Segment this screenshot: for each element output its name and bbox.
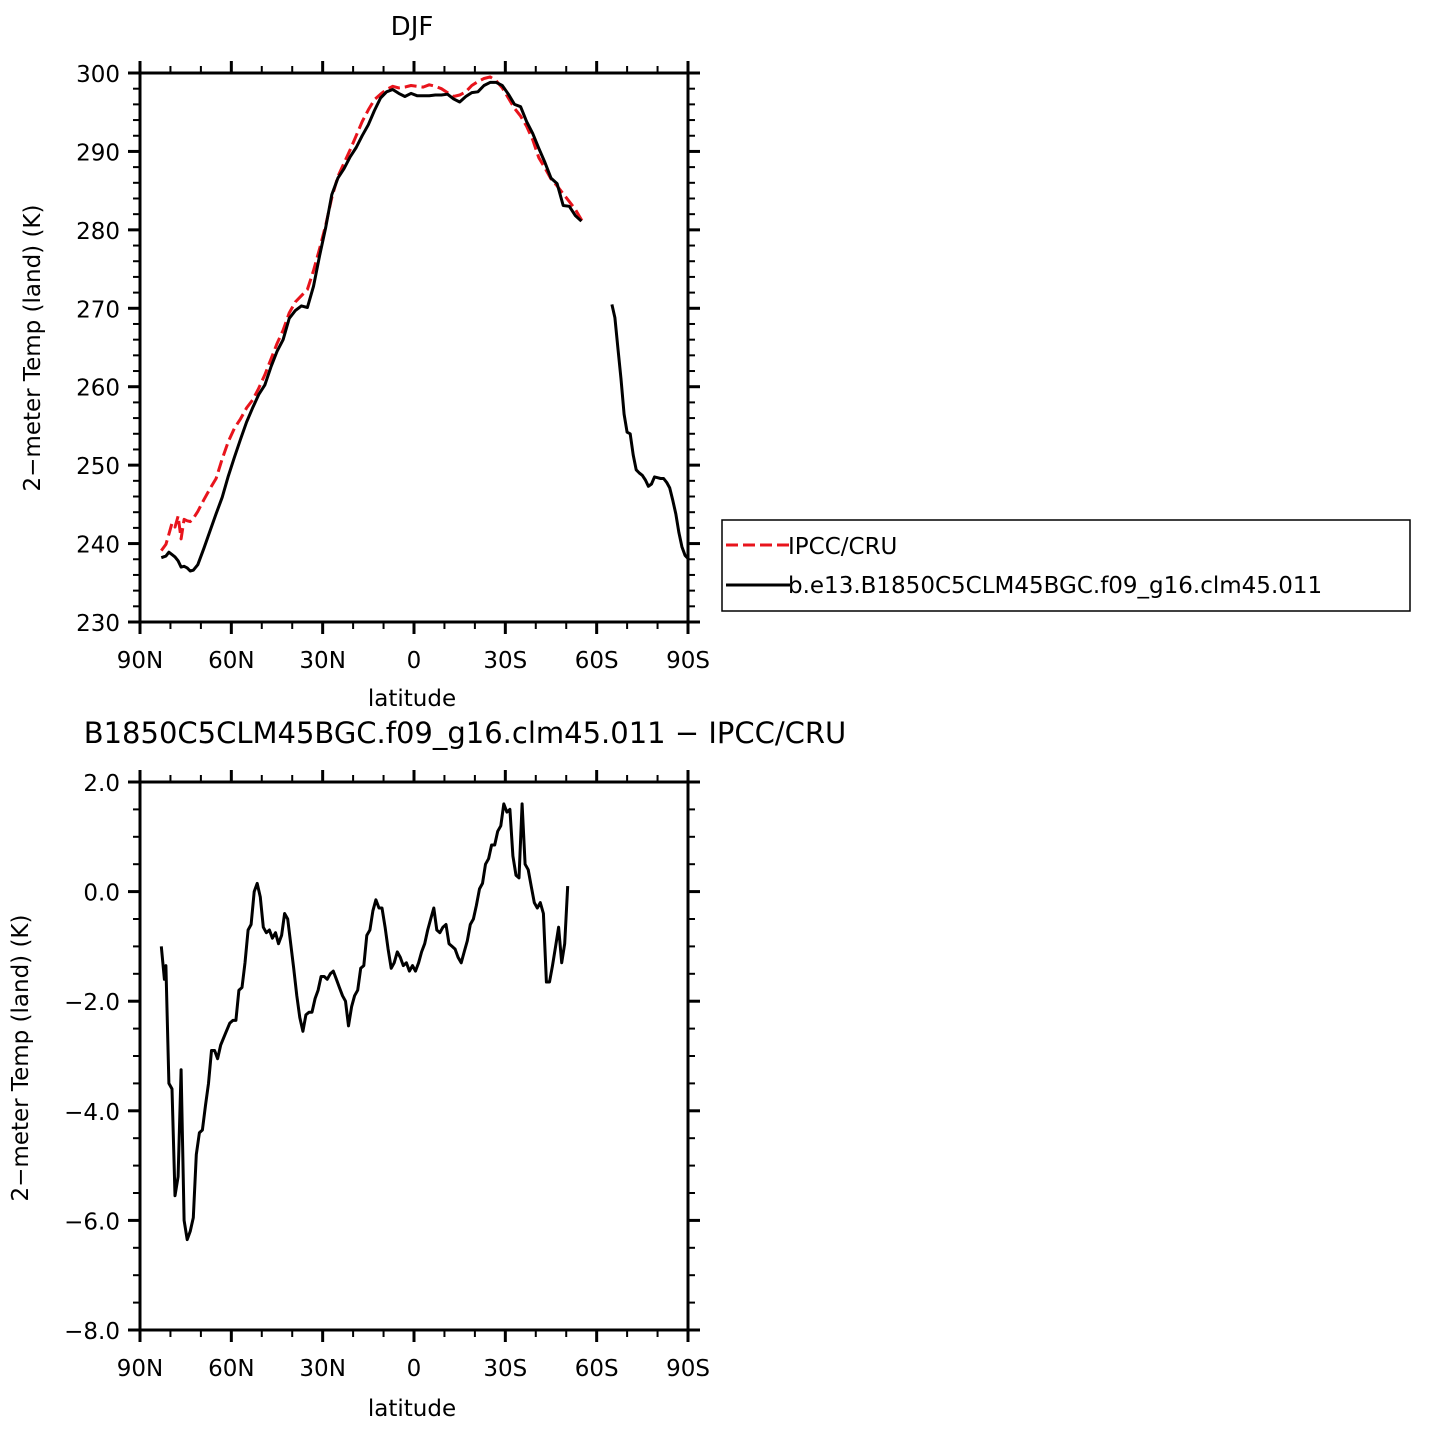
bottom-y-tick-label: −6.0 xyxy=(64,1209,120,1235)
top-x-tick-label: 30S xyxy=(483,648,527,674)
bottom-axis-ticks: 90N 60N 30N 0 30S 60S 90S −8.0 −6.0 −4.0 −2.0 0.0 2.… xyxy=(64,770,710,1382)
top-series-0-line-segment-0 xyxy=(160,75,586,552)
top-panel-title: DJF xyxy=(391,12,434,42)
top-series-lines xyxy=(160,75,690,573)
bottom-x-tick-label: 90S xyxy=(666,1356,710,1382)
bottom-y-axis-label: 2−meter Temp (land) (K) xyxy=(8,915,34,1202)
bottom-x-axis-label: latitude xyxy=(368,1396,456,1422)
top-y-tick-label: 260 xyxy=(76,376,120,402)
legend-label-model: b.e13.B1850C5CLM45BGC.f09_g16.clm45.011 xyxy=(788,573,1322,599)
top-panel: DJF 90N 60N 30N 0 30S 60S 90S 230 240 250 260 270 28… xyxy=(20,12,710,712)
top-x-tick-label: 90N xyxy=(117,648,163,674)
top-series-1-line-segment-0 xyxy=(160,80,583,573)
top-x-tick-label: 0 xyxy=(407,648,422,674)
top-series-1-line-segment-1 xyxy=(610,304,690,560)
top-x-tick-label: 60S xyxy=(575,648,619,674)
top-y-tick-label: 280 xyxy=(76,219,120,245)
bottom-y-tick-label: 0.0 xyxy=(83,881,120,907)
bottom-panel-title: B1850C5CLM45BGC.f09_g16.clm45.011 − IPCC… xyxy=(84,716,847,750)
top-y-tick-label: 270 xyxy=(76,297,120,323)
bottom-panel: B1850C5CLM45BGC.f09_g16.clm45.011 − IPCC… xyxy=(8,716,846,1422)
bottom-series-0-line-segment-0 xyxy=(159,802,570,1242)
legend-box xyxy=(721,519,1411,612)
bottom-y-tick-label: −2.0 xyxy=(64,990,120,1016)
top-y-tick-label: 230 xyxy=(76,611,120,637)
bottom-y-tick-label: 2.0 xyxy=(83,771,120,797)
top-y-tick-label: 250 xyxy=(76,454,120,480)
bottom-x-tick-label: 30N xyxy=(299,1356,345,1382)
top-y-tick-label: 240 xyxy=(76,533,120,559)
legend-label-ipcc-cru: IPCC/CRU xyxy=(788,534,897,560)
top-x-tick-label: 30N xyxy=(299,648,345,674)
bottom-series-lines xyxy=(159,802,570,1242)
bottom-x-tick-label: 90N xyxy=(117,1356,163,1382)
top-y-tick-label: 290 xyxy=(76,140,120,166)
top-x-axis-label: latitude xyxy=(368,686,456,712)
bottom-x-tick-label: 60S xyxy=(575,1356,619,1382)
bottom-x-tick-label: 0 xyxy=(407,1356,422,1382)
bottom-y-tick-label: −4.0 xyxy=(64,1100,120,1126)
top-axis-ticks: 90N 60N 30N 0 30S 60S 90S 230 240 250 260 270 280 290… xyxy=(76,61,710,674)
top-y-axis-label: 2−meter Temp (land) (K) xyxy=(20,205,46,492)
bottom-x-tick-label: 30S xyxy=(483,1356,527,1382)
top-y-tick-label: 300 xyxy=(76,62,120,88)
top-x-tick-label: 90S xyxy=(666,648,710,674)
bottom-y-tick-label: −8.0 xyxy=(64,1319,120,1345)
top-x-tick-label: 60N xyxy=(208,648,254,674)
legend: IPCC/CRU b.e13.B1850C5CLM45BGC.f09_g16.c… xyxy=(721,519,1411,612)
bottom-x-tick-label: 60N xyxy=(208,1356,254,1382)
